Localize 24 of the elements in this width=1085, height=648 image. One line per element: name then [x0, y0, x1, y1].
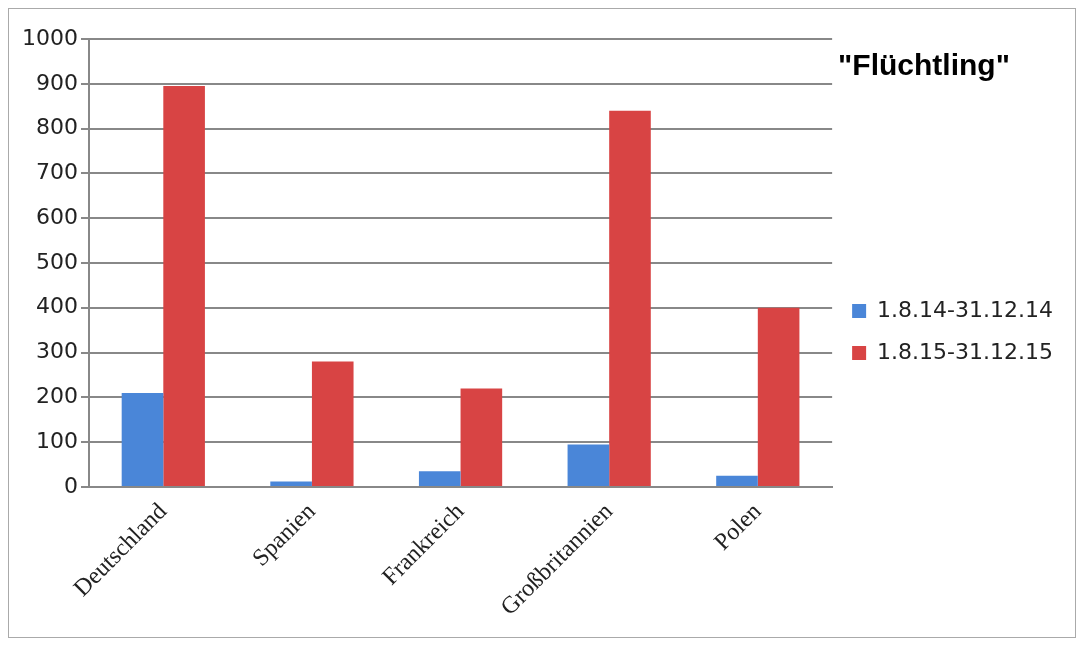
- text: "Flüchtling": [838, 48, 1010, 82]
- bar: [418, 471, 461, 486]
- bar: [716, 475, 758, 486]
- y-tick-label: 1000: [21, 24, 78, 50]
- y-tick-label: 0: [63, 472, 78, 498]
- bar: [311, 361, 354, 486]
- bar: [609, 110, 651, 486]
- bar: [270, 481, 312, 486]
- legend-label: 1.8.14-31.12.14: [877, 296, 1054, 322]
- y-tick-label: 800: [35, 114, 78, 140]
- bar: [460, 388, 503, 486]
- y-tick-label: 400: [35, 293, 78, 319]
- y-tick-label: 100: [35, 427, 78, 453]
- y-tick-label: 200: [35, 383, 78, 409]
- y-tick-label: 300: [35, 338, 78, 364]
- bar: [757, 307, 800, 486]
- bar: [567, 444, 610, 486]
- bar: [121, 392, 164, 486]
- y-tick-label: 700: [35, 159, 78, 185]
- y-tick-label: 500: [35, 248, 78, 274]
- y-tick-label: 900: [35, 69, 78, 95]
- legend-label: 1.8.15-31.12.15: [877, 338, 1054, 364]
- bar: [163, 86, 205, 486]
- y-tick-label: 600: [35, 203, 78, 229]
